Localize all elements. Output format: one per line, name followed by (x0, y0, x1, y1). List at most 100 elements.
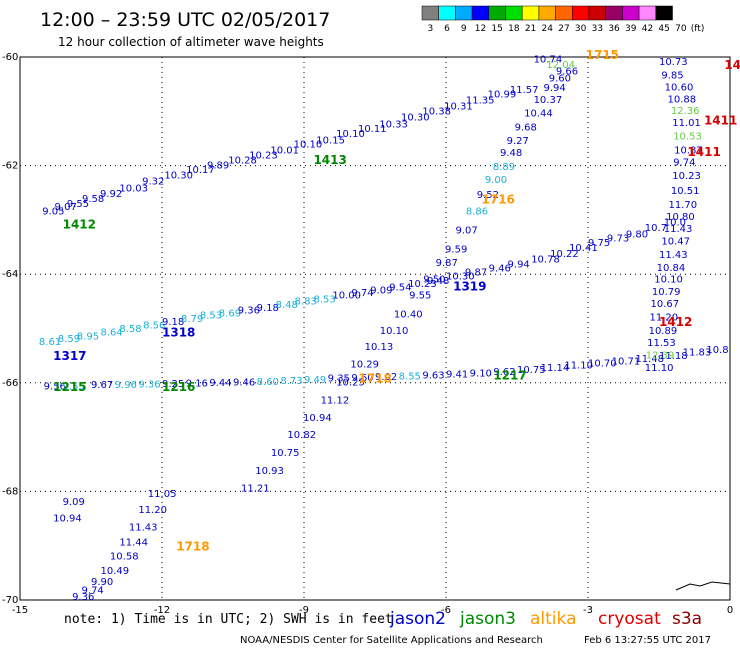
swh-value: 10.99 (488, 90, 517, 101)
track-label: 1411 (687, 145, 720, 159)
swh-value: 11.35 (466, 96, 495, 107)
swh-value: 9.16 (186, 379, 208, 390)
x-axis-ticks: -15 -12 -9 -6 -3 0 (12, 605, 733, 616)
swh-value: 10.74 (534, 54, 563, 65)
swh-value: 10.10 (294, 140, 323, 151)
track-label: 1317 (53, 349, 86, 363)
swh-value: 9.94 (508, 260, 530, 271)
swh-value: 9.09 (370, 286, 392, 297)
swh-value: 10.58 (110, 551, 139, 562)
swh-value: 8.59 (58, 334, 80, 345)
colorbar-swatch (505, 5, 523, 21)
swh-value: 9.46 (233, 378, 255, 389)
swh-value: 9.58 (82, 194, 104, 205)
swh-value: 8.60 (257, 377, 279, 388)
swh-value: 10.93 (255, 466, 284, 477)
x-tick-label: -15 (12, 605, 28, 616)
swh-value: 10.79 (652, 287, 681, 298)
colorbar-swatch (455, 5, 473, 21)
grid (20, 57, 730, 600)
swh-value: 10.47 (661, 236, 690, 247)
swh-value: 8.53 (200, 311, 222, 322)
colorbar-label: 36 (608, 24, 620, 34)
swh-value: 10.10 (336, 129, 365, 140)
swh-value: 11.70 (668, 200, 697, 211)
footer-credit: NOAA/NESDIS Center for Satellite Applica… (240, 635, 543, 646)
swh-value: 10.10 (654, 274, 683, 285)
swh-value: 12.04 (546, 60, 575, 71)
swh-value: 9.55 (409, 291, 431, 302)
swh-value: 10.25 (336, 378, 365, 389)
colorbar-swatch (605, 5, 623, 21)
colorbar-swatch (555, 5, 573, 21)
swh-value: 10.75 (517, 365, 546, 376)
track-label: 1318 (162, 326, 195, 340)
swh-value: 11.10 (645, 363, 674, 374)
colorbar-label: 6 (444, 24, 450, 34)
swh-value: 10.30 (401, 113, 430, 124)
swh-value: 9.18 (162, 317, 184, 328)
swh-value: 10.10 (380, 326, 409, 337)
swh-value: 9.48 (500, 148, 522, 159)
y-tick-label: -68 (2, 486, 18, 497)
swh-value: 9.75 (588, 238, 610, 249)
swh-value: 10.94 (53, 513, 82, 524)
swh-value: 9.89 (207, 160, 229, 171)
swh-value: 10.88 (668, 95, 697, 106)
colorbar-swatch (538, 5, 556, 21)
swh-value: 10.71 (612, 356, 641, 367)
x-tick-label: -12 (154, 605, 170, 616)
swh-value: 10.29 (350, 360, 379, 371)
swh-value: 9.85 (661, 71, 683, 82)
swh-value: 9.94 (544, 83, 566, 94)
track-label: 1413 (313, 153, 346, 167)
swh-value: 9.10 (470, 368, 492, 379)
colorbar-swatch (521, 5, 540, 21)
swh-value: 11.12 (321, 395, 350, 406)
swh-value: 10.7 (645, 223, 667, 234)
footer-timestamp: Feb 6 13:27:55 UTC 2017 (584, 635, 711, 646)
swh-value: 10.87 (674, 146, 703, 157)
swh-value: 9.74 (82, 585, 104, 596)
colorbar-swatch (588, 5, 606, 21)
swh-value: 11.21 (241, 483, 270, 494)
swh-value: 9.36 (138, 380, 160, 391)
y-tick-label: -60 (2, 52, 18, 63)
swh-value: 9.92 (100, 189, 122, 200)
swh-value: 10.28 (228, 155, 257, 166)
swh-value: 9.52 (477, 190, 499, 201)
swh-value: 9.63 (422, 370, 444, 381)
swh-value: 8.56 (143, 321, 165, 332)
legend-entry-s3a: s3a (672, 609, 702, 629)
colorbar-label: 3 (427, 24, 433, 34)
colorbar-swatch (638, 5, 657, 21)
swh-value: 10.33 (379, 120, 408, 131)
swh-value: 10.11 (358, 124, 387, 135)
colorbar-label: 33 (592, 24, 603, 34)
swh-value: 9.49 (304, 375, 326, 386)
swh-value: 9.60 (549, 73, 571, 84)
data-layer: 9.059.079.559.589.9210.039.3210.3010.179… (39, 48, 740, 603)
swh-value: 8.55 (399, 372, 421, 383)
swh-value: 10.03 (119, 184, 148, 195)
swh-value: 12.36 (671, 106, 700, 117)
swh-value: 9.36 (72, 592, 94, 603)
swh-value: 9.07 (55, 202, 77, 213)
swh-value: 10.80 (666, 212, 695, 223)
swh-value: 8.48 (276, 300, 298, 311)
swh-value: 9.87 (436, 258, 458, 269)
colorbar-label: 70 (675, 24, 687, 34)
swh-value: 10.94 (303, 413, 332, 424)
swh-value: 10.60 (665, 83, 694, 94)
swh-value: 8.95 (77, 331, 99, 342)
swh-value: 11.43 (664, 224, 693, 235)
colorbar-label: 9 (461, 24, 467, 34)
swh-value: 9.46 (489, 263, 511, 274)
swh-value: 11.05 (148, 489, 177, 500)
swh-value: 9.32 (142, 177, 164, 188)
colorbar-label: 24 (542, 24, 554, 34)
swh-value: 10.73 (659, 57, 688, 68)
colorbar-label: 15 (491, 24, 502, 34)
